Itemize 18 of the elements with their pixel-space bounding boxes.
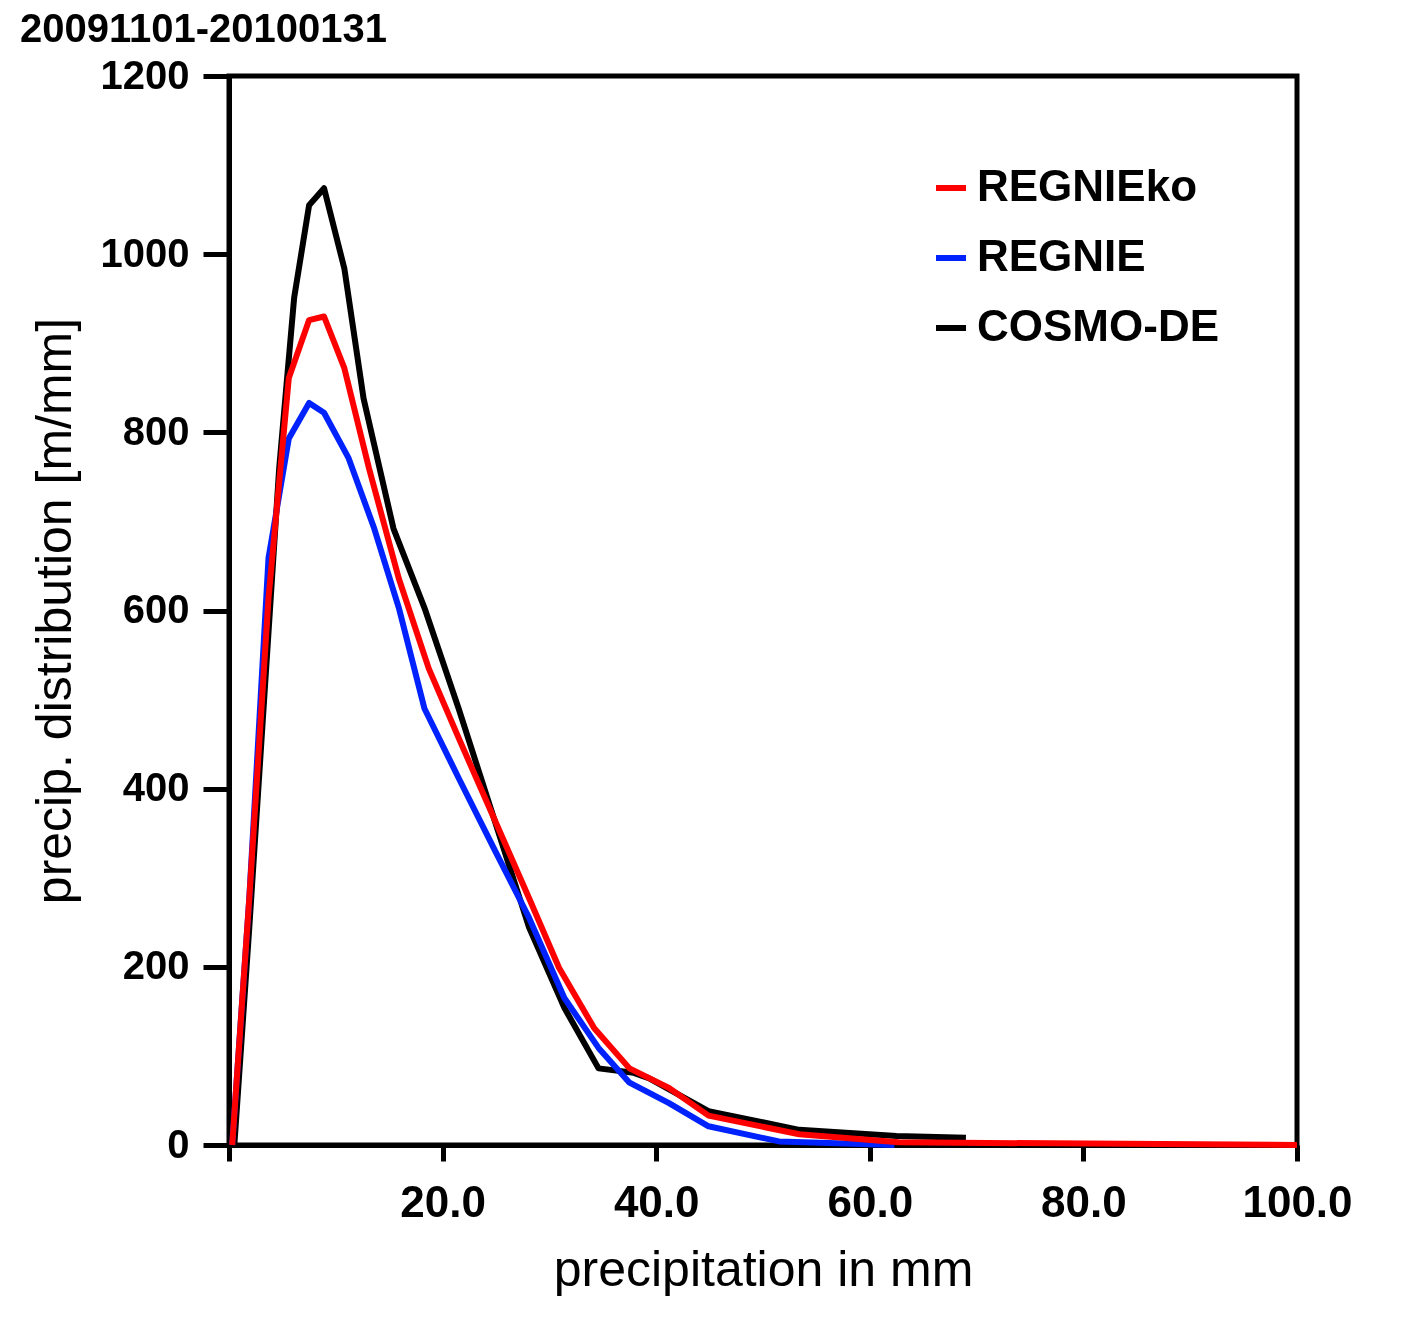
x-tick-label: 80.0 (1041, 1176, 1127, 1226)
y-tick-label: 1000 (100, 230, 190, 275)
y-tick-label: 200 (122, 943, 190, 988)
x-tick-label: 100.0 (1242, 1176, 1353, 1226)
x-tick-label: 20.0 (400, 1176, 486, 1226)
chart-title: 20091101-20100131 (20, 6, 388, 50)
y-tick-label: 600 (122, 587, 190, 631)
y-tick-label: 1200 (100, 52, 190, 97)
y-tick-label: 800 (122, 408, 190, 453)
x-tick-label: 40.0 (613, 1176, 700, 1226)
legend-label: COSMO-DE (977, 301, 1219, 350)
x-axis-title: precipitation in mm (553, 1240, 974, 1297)
legend-label: REGNIE (977, 231, 1146, 280)
legend-label: REGNIEko (977, 161, 1198, 210)
y-tick-label: 400 (122, 765, 190, 810)
y-tick-label: 0 (167, 1121, 190, 1166)
y-axis-title: precip. distribution [m/mm] (25, 317, 82, 905)
x-tick-label: 60.0 (827, 1176, 914, 1226)
